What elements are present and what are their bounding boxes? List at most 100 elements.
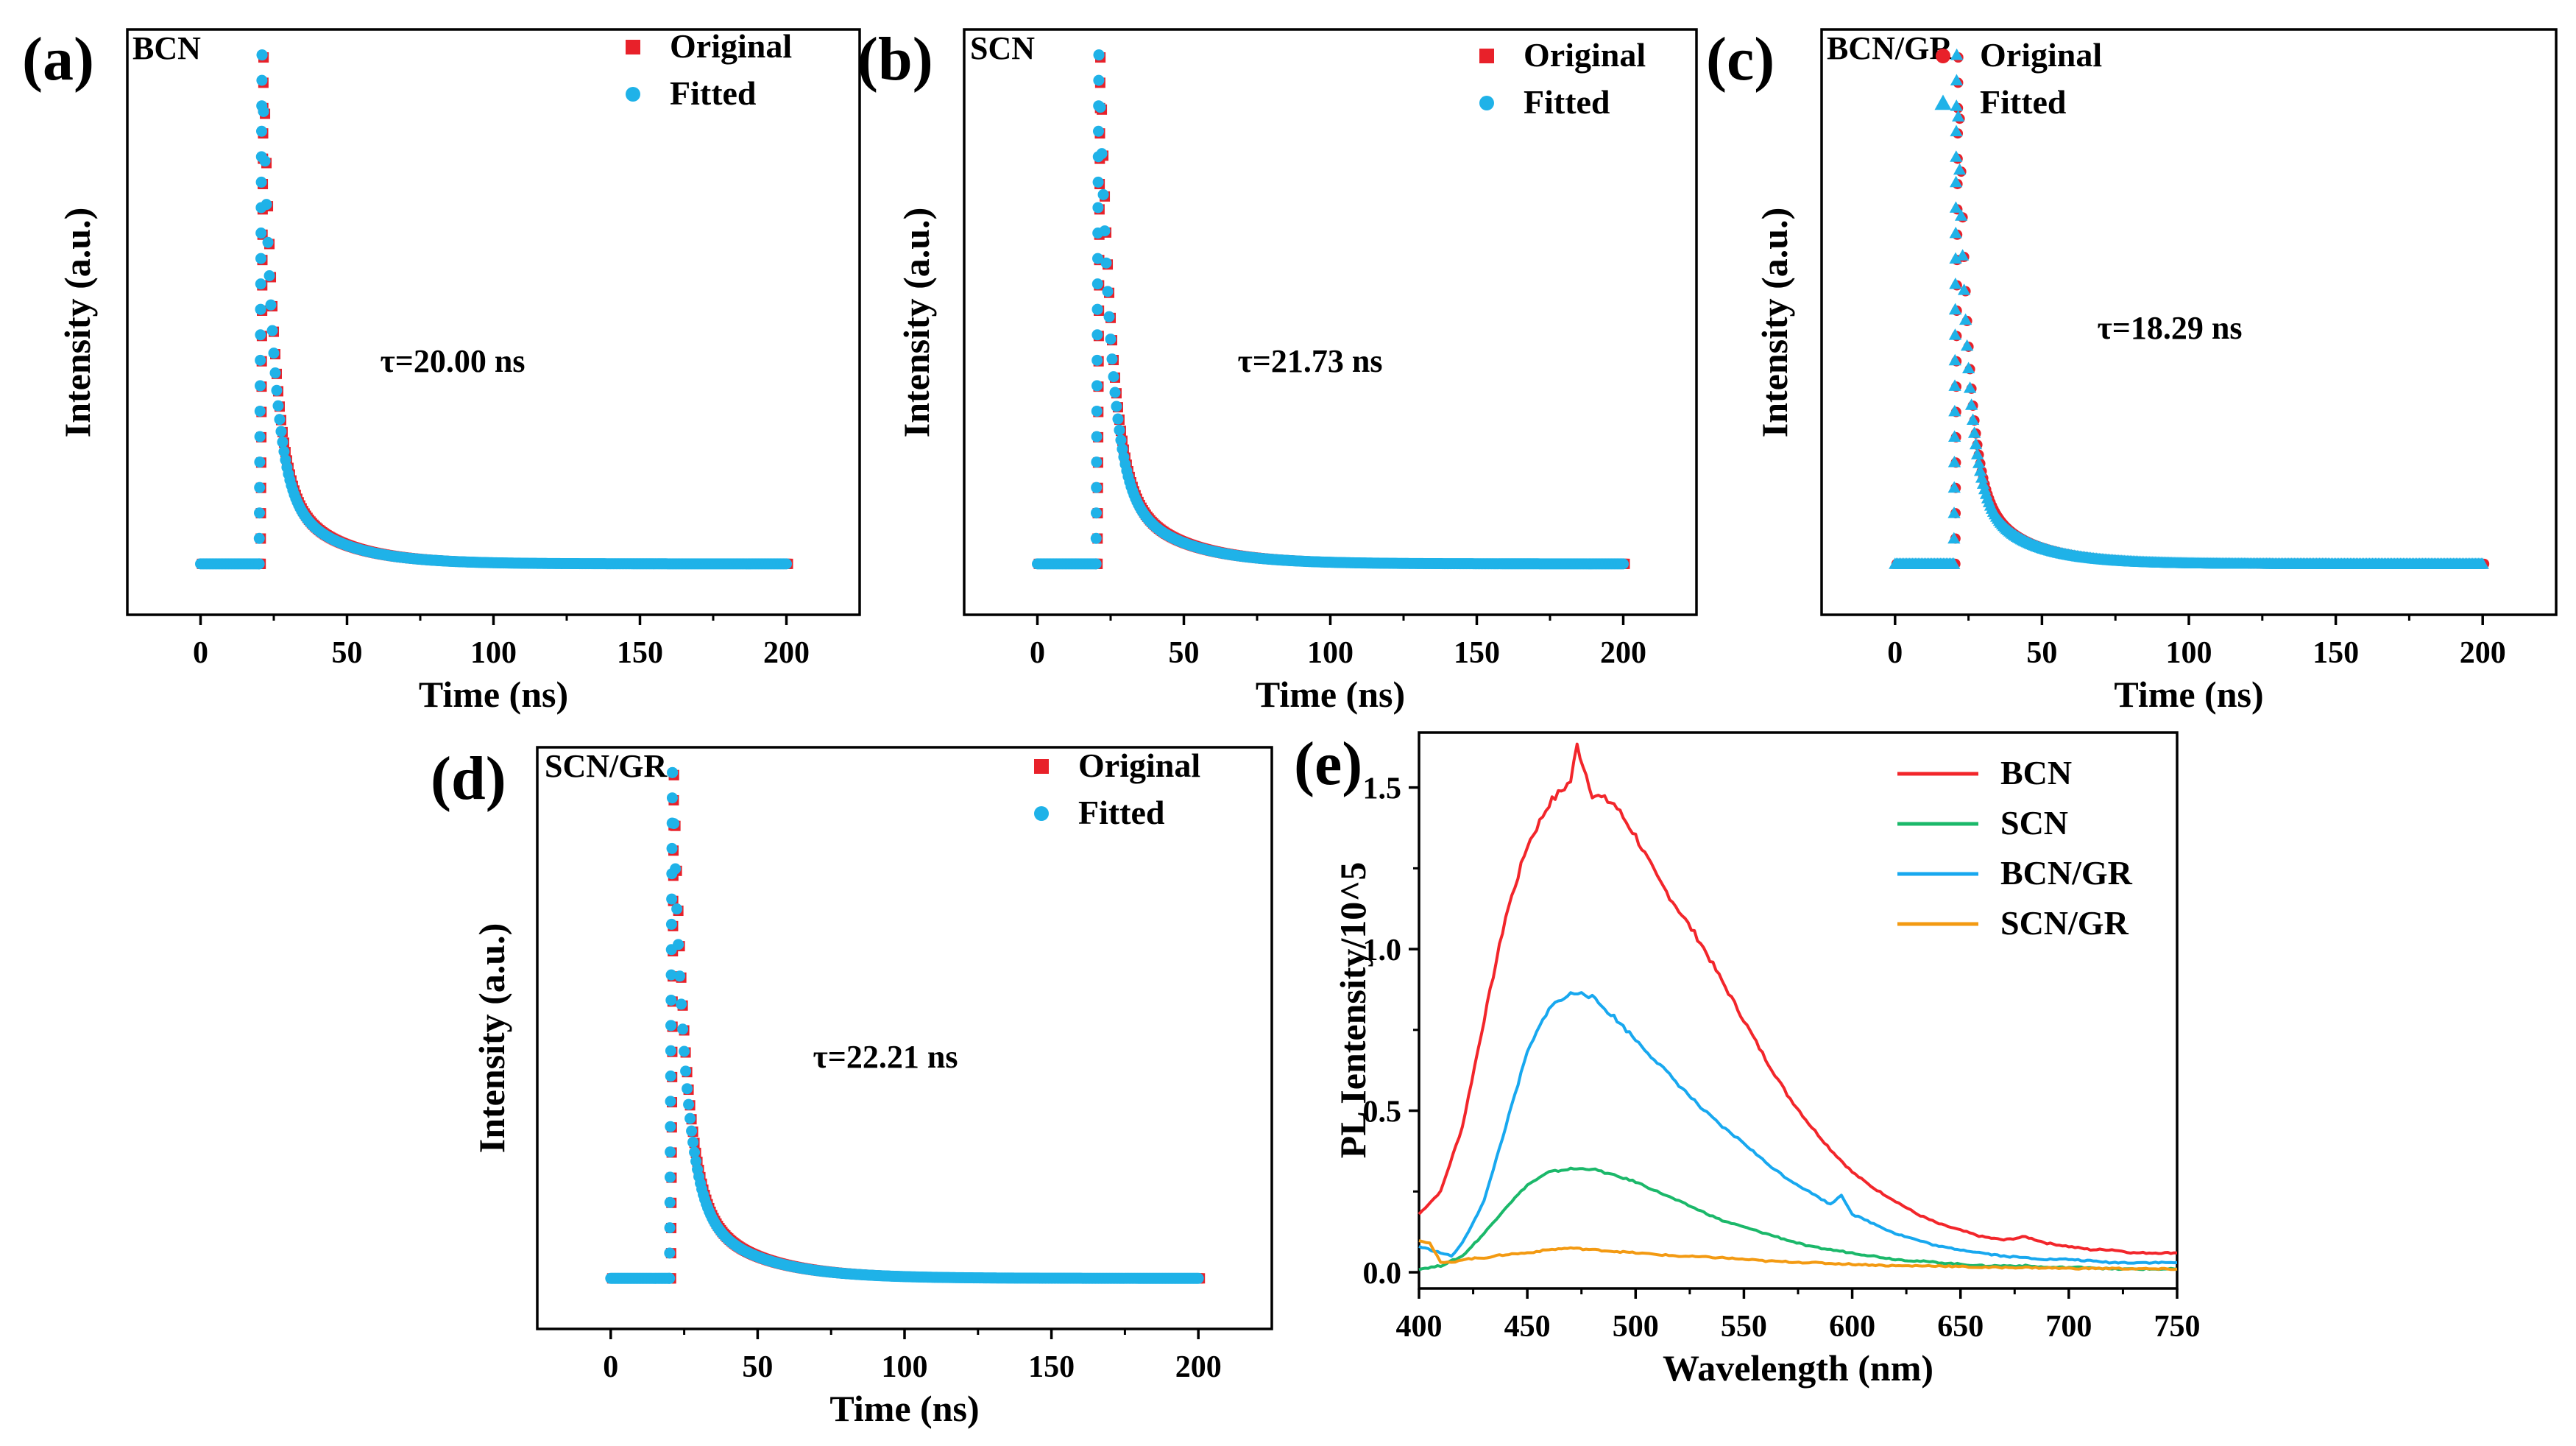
fitted-point	[1949, 278, 1962, 289]
fitted-point	[677, 1023, 689, 1035]
y-tick-label: 1.0	[1363, 934, 1402, 967]
fitted-point	[256, 49, 268, 61]
fitted-point	[1093, 100, 1105, 112]
y-axis-title: Intensity (a.u.)	[57, 208, 98, 438]
fitted-point	[255, 202, 267, 214]
fitted-point	[1948, 430, 1961, 442]
tau-annotation: τ=22.21 ns	[813, 1039, 958, 1075]
panel-e: (e) 400 450 500 550 600 650 700 750 Wavelength (n…	[1294, 730, 2201, 1389]
fitted-point	[687, 1136, 699, 1148]
fitted-point	[1948, 404, 1961, 417]
fitted-point	[1949, 303, 1962, 315]
tau-annotation: τ=18.29 ns	[2098, 310, 2243, 346]
fitted-point	[1111, 401, 1122, 412]
x-tick-label: 150	[2313, 636, 2359, 670]
fitted-point	[275, 426, 287, 437]
series-original	[197, 52, 793, 569]
fitted-point	[1956, 249, 1970, 261]
fitted-point	[664, 1272, 676, 1284]
fitted-point	[1109, 387, 1121, 398]
panel-a: (a) BCN 0 50 100 150 200 Time (ns) Intensity (a.…	[22, 25, 861, 715]
fitted-point	[1953, 163, 1967, 175]
panel-label: (b)	[857, 25, 933, 94]
fitted-point	[1947, 455, 1961, 468]
fitted-point	[1092, 125, 1104, 137]
fitted-point	[1975, 471, 1989, 483]
sample-label: SCN	[970, 30, 1035, 66]
fitted-point	[2476, 557, 2489, 569]
fitted-point	[255, 125, 267, 137]
fitted-point	[1091, 431, 1103, 442]
fitted-point	[665, 1146, 676, 1158]
y-axis-title: Intensity (a.u.)	[1754, 208, 1795, 438]
x-tick-label: 150	[1028, 1350, 1075, 1384]
fitted-point	[271, 384, 283, 396]
series-fitted	[195, 49, 792, 570]
x-tick-label: 100	[2166, 636, 2212, 670]
fitted-point	[255, 329, 266, 341]
fitted-point	[1948, 328, 1962, 340]
fitted-point	[1091, 253, 1103, 264]
series-line-scn	[1418, 1166, 2178, 1272]
fitted-point	[268, 348, 280, 359]
panel-label: (e)	[1294, 730, 1362, 798]
panel-label: (a)	[22, 25, 94, 94]
x-tick-label: 450	[1504, 1310, 1551, 1344]
fitted-point	[254, 431, 266, 442]
series-fitted	[1032, 49, 1629, 570]
x-axis-title: Time (ns)	[829, 1388, 979, 1429]
fitted-point	[665, 1020, 677, 1031]
x-axis-title: Time (ns)	[1256, 674, 1405, 715]
panel-d: (d) SCN/GR 0 50 100 150 200 Time (ns) Intensity …	[431, 744, 1273, 1429]
fitted-point	[1973, 464, 1987, 476]
series-original	[1033, 52, 1630, 569]
x-tick-label: 0	[1030, 636, 1045, 670]
fitted-point	[255, 253, 266, 264]
fitted-point	[254, 380, 266, 392]
fitted-point	[255, 354, 266, 366]
fitted-point	[269, 367, 281, 379]
fitted-point	[1112, 413, 1124, 425]
legend-label: BCN/GR	[2000, 854, 2133, 892]
x-tick-label: 0	[603, 1350, 618, 1384]
fitted-point	[665, 1096, 676, 1107]
fitted-point	[665, 918, 677, 930]
fitted-point	[256, 74, 268, 86]
series-fitted	[1889, 48, 2489, 569]
x-tick-label: 150	[1454, 636, 1500, 670]
fitted-point	[1091, 278, 1103, 290]
axes-frame	[126, 28, 861, 616]
y-tick-label: 0.5	[1363, 1096, 1402, 1129]
x-tick-label: 100	[470, 636, 517, 670]
fitted-point	[664, 1171, 676, 1183]
legend-marker	[1936, 49, 1950, 63]
fitted-point	[1969, 437, 1983, 450]
fitted-point	[253, 532, 265, 544]
fitted-point	[664, 1247, 676, 1259]
series-fitted	[605, 766, 1204, 1284]
fitted-point	[664, 1196, 676, 1208]
fitted-point	[1103, 311, 1115, 322]
legend-label: Original	[1980, 36, 2102, 74]
fitted-point	[1100, 257, 1112, 269]
x-axis-title: Time (ns)	[2114, 674, 2263, 715]
fitted-point	[265, 299, 277, 311]
fitted-point	[665, 944, 677, 956]
fitted-point	[1115, 434, 1127, 446]
fitted-point	[278, 445, 290, 457]
fitted-point	[1092, 151, 1104, 163]
x-tick-label: 200	[1175, 1350, 1222, 1384]
fitted-point	[1093, 49, 1105, 61]
legend-label: Original	[1524, 36, 1646, 74]
x-tick-label: 500	[1613, 1310, 1659, 1344]
fitted-point	[253, 507, 265, 519]
x-tick-label: 200	[1600, 636, 1646, 670]
fitted-point	[666, 817, 678, 829]
fitted-point	[1964, 398, 1978, 410]
fitted-point	[667, 766, 679, 778]
fitted-point	[1090, 507, 1102, 519]
fitted-point	[1090, 532, 1102, 544]
fitted-point	[255, 228, 267, 239]
legend-label: Fitted	[1524, 83, 1610, 121]
